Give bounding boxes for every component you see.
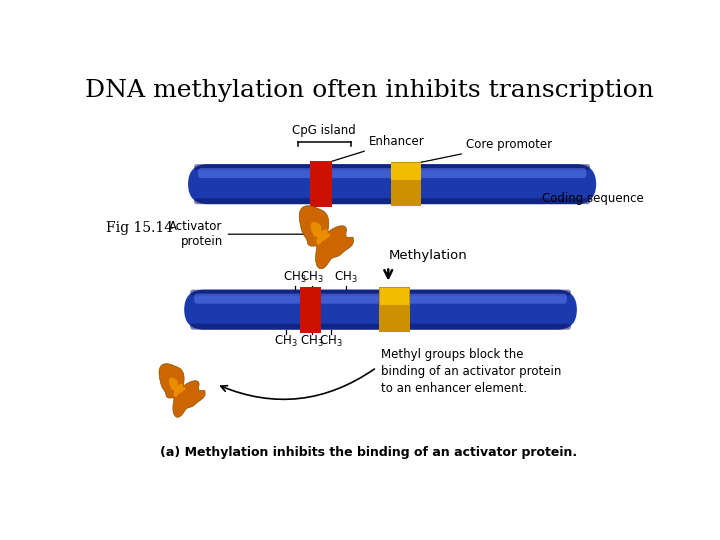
FancyBboxPatch shape: [190, 289, 571, 295]
FancyBboxPatch shape: [184, 289, 577, 330]
FancyBboxPatch shape: [194, 198, 590, 204]
Text: (a) Methylation inhibits the binding of an activator protein.: (a) Methylation inhibits the binding of …: [161, 447, 577, 460]
Text: CH$_3$: CH$_3$: [300, 334, 324, 349]
Text: Enhancer: Enhancer: [325, 134, 425, 163]
Text: CH$_3$: CH$_3$: [274, 334, 297, 349]
Polygon shape: [311, 222, 330, 245]
Text: Activator
protein: Activator protein: [169, 220, 305, 248]
Bar: [392, 163, 420, 180]
FancyBboxPatch shape: [194, 294, 567, 303]
Text: Core promoter: Core promoter: [415, 138, 552, 164]
Polygon shape: [159, 364, 205, 417]
FancyBboxPatch shape: [198, 168, 586, 178]
Text: CH$_3$: CH$_3$: [283, 270, 307, 285]
Bar: [310, 161, 332, 207]
Polygon shape: [300, 206, 354, 269]
Polygon shape: [168, 377, 185, 397]
Text: Fig 15.14: Fig 15.14: [106, 221, 173, 235]
FancyBboxPatch shape: [194, 164, 590, 170]
Bar: [300, 287, 321, 333]
FancyBboxPatch shape: [188, 164, 596, 204]
Text: DNA methylation often inhibits transcription: DNA methylation often inhibits transcrip…: [84, 79, 654, 102]
Bar: [379, 287, 410, 332]
Bar: [379, 288, 409, 305]
Text: Methyl groups block the
binding of an activator protein
to an enhancer element.: Methyl groups block the binding of an ac…: [381, 348, 561, 395]
FancyArrowPatch shape: [221, 369, 374, 400]
FancyBboxPatch shape: [190, 323, 571, 330]
Text: CH$_3$: CH$_3$: [300, 270, 324, 285]
Bar: [390, 162, 421, 206]
Text: CpG island: CpG island: [292, 124, 356, 137]
Text: CH$_3$: CH$_3$: [334, 270, 358, 285]
Text: Coding sequence: Coding sequence: [542, 192, 644, 205]
Text: Methylation: Methylation: [388, 249, 467, 262]
Text: CH$_3$: CH$_3$: [319, 334, 342, 349]
